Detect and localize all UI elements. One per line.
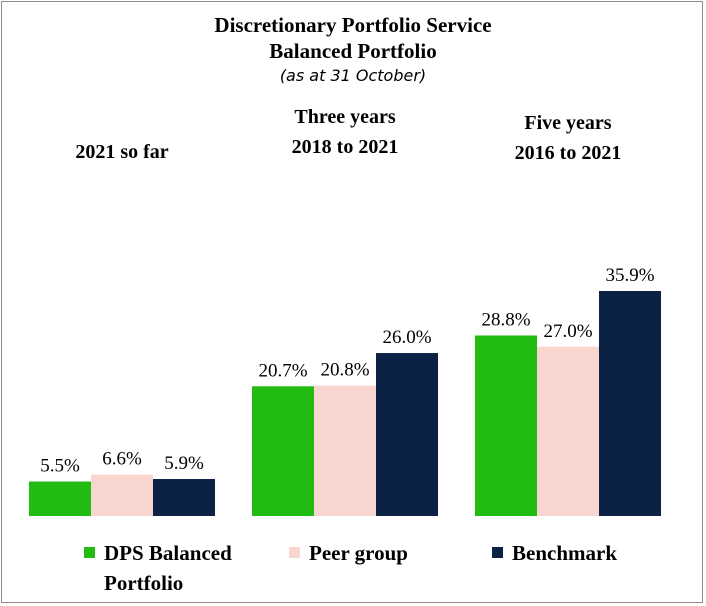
legend-swatch-dps [84, 547, 95, 558]
bar-benchmark-2 [599, 291, 661, 516]
data-label-peer-group-2: 27.0% [543, 321, 592, 342]
bar-peer-group-2 [537, 346, 599, 516]
group-label-line: 2021 so far [75, 141, 169, 163]
data-label-benchmark-2: 35.9% [605, 265, 654, 286]
group-label-line: 2016 to 2021 [514, 142, 622, 164]
data-label-dps-2: 28.8% [481, 309, 530, 330]
group-label-line: Three years [294, 106, 396, 128]
bar-benchmark-1 [376, 353, 438, 516]
legend-label-peer-group: Peer group [309, 541, 408, 565]
legend-label-line: Portfolio [104, 571, 184, 595]
legend-item-benchmark: Benchmark [492, 538, 617, 568]
legend-label-benchmark: Benchmark [512, 541, 617, 565]
chart-title: Discretionary Portfolio Service [214, 13, 492, 37]
chart-date-note: (as at 31 October) [279, 66, 427, 85]
bar-peer-group-1 [314, 385, 376, 516]
data-label-peer-group-0: 6.6% [102, 449, 142, 470]
bar-dps-0 [29, 481, 91, 516]
legend-item-peer-group: Peer group [289, 538, 408, 568]
legend-swatch-benchmark [492, 547, 503, 558]
bar-dps-2 [475, 335, 537, 516]
bar-peer-group-0 [91, 474, 153, 516]
group-label-line: Five years [524, 112, 612, 134]
legend-item-dps: DPS Balanced Portfolio [84, 538, 232, 598]
chart-subtitle: Balanced Portfolio [269, 39, 437, 63]
data-label-benchmark-1: 26.0% [382, 327, 431, 348]
group-label-three-years: Three years 2018 to 2021 [235, 102, 455, 162]
data-label-peer-group-1: 20.8% [320, 360, 369, 381]
legend-label-line: DPS Balanced [104, 541, 232, 565]
group-label-five-years: Five years 2016 to 2021 [458, 108, 678, 168]
data-label-benchmark-0: 5.9% [164, 453, 204, 474]
bar-benchmark-0 [153, 479, 215, 516]
legend: DPS Balanced Portfolio Peer group Benchm… [0, 538, 706, 598]
data-label-dps-1: 20.7% [258, 360, 307, 381]
bar-dps-1 [252, 386, 314, 516]
legend-swatch-peer-group [289, 547, 300, 558]
group-label-line: 2018 to 2021 [291, 136, 399, 158]
chart-title-block: Discretionary Portfolio Service Balanced… [0, 12, 706, 88]
group-label-2021-so-far: 2021 so far [12, 137, 232, 167]
legend-label-dps: DPS Balanced Portfolio [104, 538, 232, 598]
data-label-dps-0: 5.5% [40, 456, 80, 477]
